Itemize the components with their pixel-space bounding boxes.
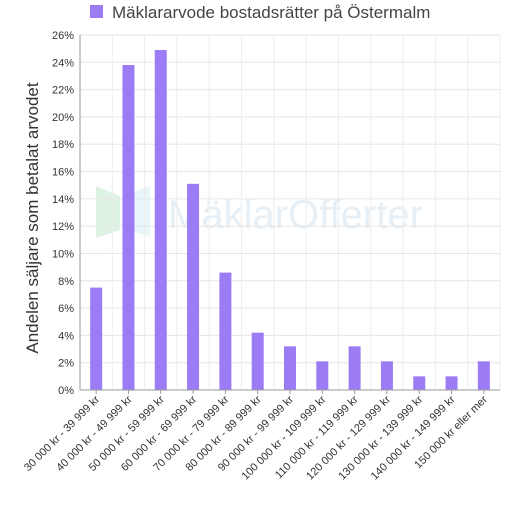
bar: [122, 65, 135, 391]
y-tick-label: 4%: [58, 330, 74, 342]
y-axis-ticks: 0% 2% 4% 6% 8% 10% 12% 14% 16% 18% 20% 22% 24% 26%: [52, 30, 74, 397]
y-tick-label: 20%: [52, 112, 74, 124]
y-tick-label: 22%: [52, 85, 74, 97]
watermark-logo-icon: [96, 186, 120, 238]
bar: [154, 50, 167, 391]
bar: [219, 272, 232, 390]
y-tick-label: 12%: [52, 221, 74, 233]
y-tick-label: 14%: [52, 194, 74, 206]
bar: [445, 376, 458, 390]
y-tick-label: 16%: [52, 167, 74, 179]
bar: [477, 361, 490, 390]
y-axis-label: Andelen säljare som betalat arvodet: [23, 82, 42, 353]
y-tick-label: 10%: [52, 248, 74, 260]
y-tick-label: 6%: [58, 303, 74, 315]
legend-label: Mäklararvode bostadsrätter på Östermalm: [112, 3, 430, 22]
bar: [251, 332, 264, 390]
legend-swatch: [90, 5, 103, 18]
y-tick-label: 24%: [52, 57, 74, 69]
bars: [90, 50, 490, 391]
bar: [284, 346, 296, 390]
bar: [187, 183, 200, 390]
bar: [380, 361, 393, 390]
bar: [90, 287, 103, 390]
y-tick-label: 2%: [58, 358, 74, 370]
legend: Mäklararvode bostadsrätter på Östermalm: [90, 3, 430, 22]
bar: [413, 376, 426, 390]
y-tick-label: 8%: [58, 276, 74, 288]
bar: [316, 361, 329, 390]
y-tick-label: 0%: [58, 385, 74, 397]
y-tick-label: 26%: [52, 30, 74, 42]
gridlines: [79, 34, 501, 391]
bar: [348, 346, 361, 390]
y-tick-label: 18%: [52, 139, 74, 151]
watermark-text: MäklarOfferter: [168, 193, 423, 237]
